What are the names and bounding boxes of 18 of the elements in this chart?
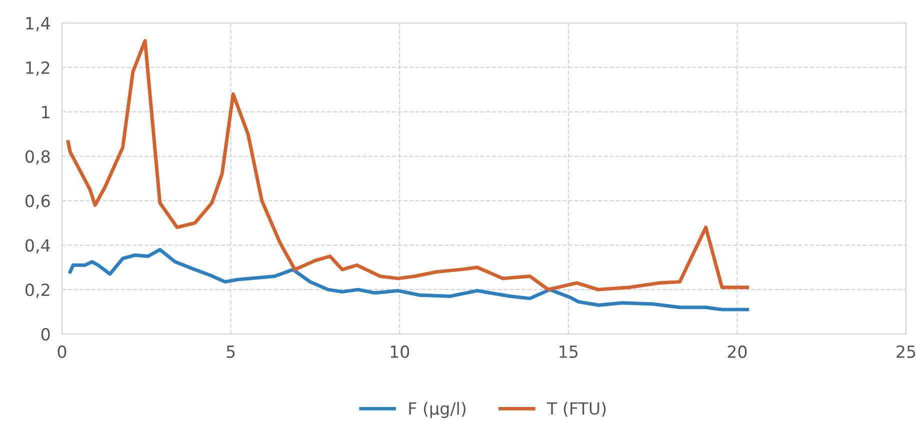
x-tick-label: 15 [560, 346, 578, 358]
legend-label: T (FTU) [546, 402, 606, 417]
x-tick-label: 25 [896, 345, 916, 358]
x-tick-label: 10 [390, 345, 410, 358]
y-tick-label: 1,4 [26, 17, 50, 32]
y-tick-label: 0,6 [25, 194, 50, 209]
y-tick-label: 0,4 [25, 239, 50, 254]
y-tick-label: 0,2 [25, 284, 50, 298]
x-tick-label: 5 [226, 346, 235, 358]
x-tick-label: 0 [58, 345, 66, 358]
y-tick-label: 0 [41, 328, 50, 341]
x-tick-label: 20 [728, 345, 747, 358]
y-tick-label: 1 [42, 106, 50, 118]
line-series [68, 248, 750, 312]
y-tick-label: 0,8 [25, 150, 50, 165]
line-series [66, 39, 750, 292]
legend-label: F (µg/l) [409, 402, 466, 418]
y-tick-label: 1,2 [26, 61, 50, 76]
